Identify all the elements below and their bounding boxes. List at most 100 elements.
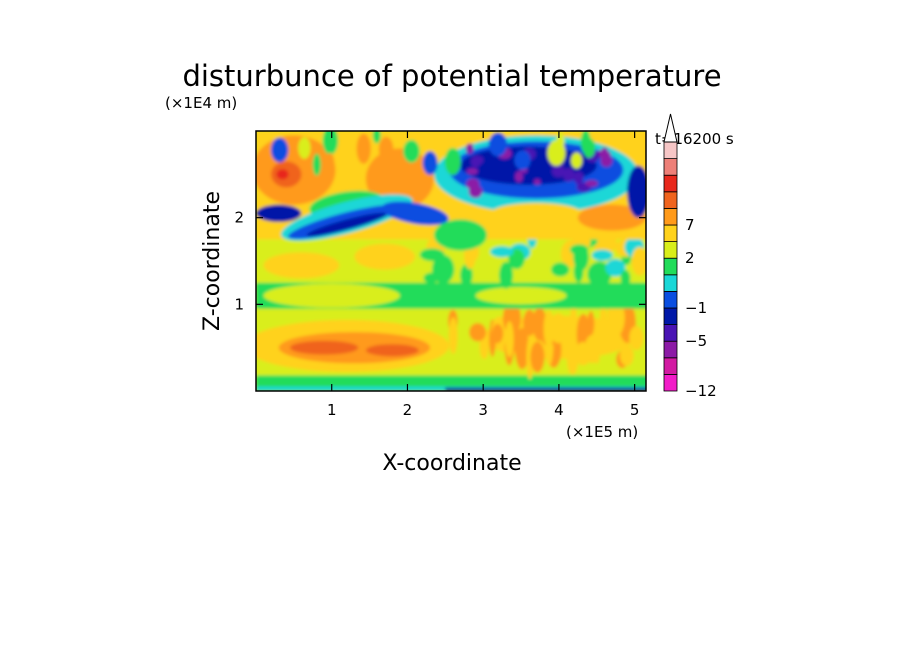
contour-patch xyxy=(466,178,480,191)
x-tick-label: 4 xyxy=(554,401,564,419)
x-tick-label: 1 xyxy=(327,401,337,419)
contour-patch xyxy=(365,148,434,210)
colorbar-label: 7 xyxy=(685,216,695,234)
contour-patch xyxy=(263,283,400,308)
contour-patch xyxy=(403,139,420,163)
colorbar-swatch xyxy=(663,158,678,176)
x-tick-label: 5 xyxy=(630,401,640,419)
colorbar-swatch xyxy=(663,340,678,359)
contour-patch xyxy=(582,137,596,158)
contour-patch xyxy=(533,179,541,185)
contour-patch xyxy=(298,137,311,159)
chart-title: disturbunce of potential temperature xyxy=(182,59,721,93)
contour-patch xyxy=(523,309,536,336)
colorbar-swatch xyxy=(663,241,678,259)
contour-patch xyxy=(543,310,555,348)
contour-patch xyxy=(573,260,584,283)
contour-patch xyxy=(469,323,487,342)
y-axis-title: Z-coordinate xyxy=(200,191,225,331)
colorbar-swatch xyxy=(663,357,678,375)
colorbar-swatch xyxy=(663,224,678,243)
contour-patch xyxy=(549,313,568,344)
colorbar: −12−5−127 xyxy=(663,113,717,400)
contour-patch xyxy=(514,150,531,170)
x-axis-title: X-coordinate xyxy=(382,451,521,476)
colorbar-label: −1 xyxy=(685,299,707,317)
contour-patch xyxy=(631,246,646,276)
contour-patch xyxy=(312,153,321,176)
contour-patch xyxy=(570,300,577,342)
x-axis: 1 2 3 4 5 xyxy=(327,131,639,419)
contour-patch xyxy=(372,131,381,144)
contour-patch xyxy=(526,336,534,380)
contour-patch xyxy=(354,243,416,270)
contour-patch xyxy=(365,344,419,357)
contour-patch xyxy=(505,321,514,358)
contour-patch xyxy=(488,132,508,157)
contour-patch xyxy=(551,262,570,277)
contour-patch xyxy=(490,246,514,258)
colorbar-swatch xyxy=(663,174,678,193)
contour-patch xyxy=(306,212,388,237)
colorbar-swatch xyxy=(663,141,678,160)
contour-patch xyxy=(629,325,644,351)
contour-patch xyxy=(423,272,439,284)
contour-patch xyxy=(491,323,504,344)
contour-patch xyxy=(573,171,584,185)
colorbar-swatch xyxy=(663,290,678,309)
contour-patch xyxy=(547,140,566,166)
contour-patch xyxy=(433,219,487,251)
contour-patch xyxy=(475,287,567,305)
colorbar-extend-arrow xyxy=(663,113,678,143)
contour-patch xyxy=(490,202,582,224)
contour-patch xyxy=(515,171,523,183)
contour-patch xyxy=(499,261,513,289)
contour-field xyxy=(256,131,646,391)
contour-patch xyxy=(290,340,359,355)
contour-patch xyxy=(460,264,473,287)
x-tick-label: 3 xyxy=(478,401,488,419)
contour-patch xyxy=(465,143,474,155)
contour-patch xyxy=(600,154,613,167)
contour-patch xyxy=(378,136,394,162)
contour-patch xyxy=(530,341,545,373)
y-axis: 12 xyxy=(234,209,646,313)
contour-patch xyxy=(585,180,598,187)
contour-patch xyxy=(599,303,608,343)
colorbar-swatch xyxy=(663,207,678,226)
x-tick-label: 2 xyxy=(403,401,413,419)
contour-patch xyxy=(270,137,289,163)
contour-patch xyxy=(570,152,583,169)
contour-patch xyxy=(562,168,575,182)
contour-patch xyxy=(381,201,449,226)
contour-patch xyxy=(263,252,340,279)
contour-patch xyxy=(466,168,478,175)
contour-patch xyxy=(325,152,335,173)
y-tick-label: 2 xyxy=(234,209,244,227)
colorbar-label: −5 xyxy=(685,332,707,350)
contour-patch xyxy=(577,204,646,231)
colorbar-label: 2 xyxy=(685,249,695,267)
colorbar-swatch xyxy=(663,274,678,292)
colorbar-swatch xyxy=(663,324,678,342)
contour-patch xyxy=(587,310,595,336)
x-unit-label: (×1E5 m) xyxy=(566,423,638,441)
contour-patch xyxy=(620,269,631,287)
contour-patch xyxy=(276,169,289,180)
contour-patches xyxy=(256,131,646,391)
contour-band xyxy=(445,387,646,391)
contour-patch xyxy=(551,165,566,178)
colorbar-label: −12 xyxy=(685,382,717,400)
contour-patch xyxy=(356,133,371,164)
contour-patch xyxy=(444,147,461,176)
contour-patch xyxy=(422,151,438,176)
colorbar-swatch xyxy=(663,191,678,209)
contour-patch xyxy=(256,204,302,222)
contour-patch xyxy=(584,334,600,364)
colorbar-swatch xyxy=(663,257,678,276)
y-unit-label: (×1E4 m) xyxy=(165,94,237,112)
colorbar-swatch xyxy=(663,307,678,326)
contour-patch xyxy=(627,165,646,218)
contour-patch xyxy=(471,155,484,165)
